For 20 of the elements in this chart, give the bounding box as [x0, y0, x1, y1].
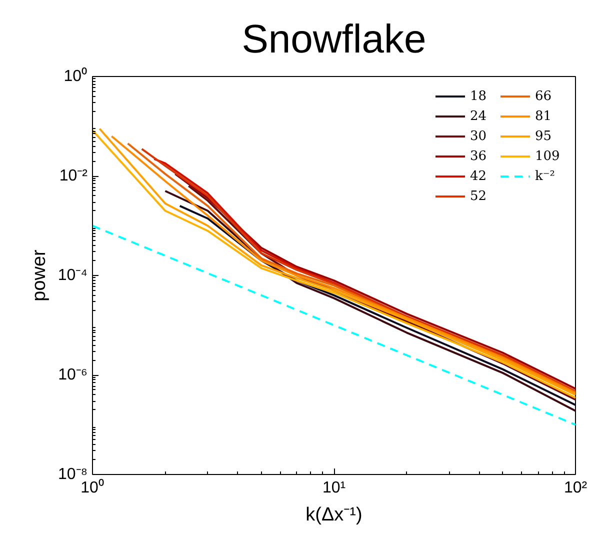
legend-label: 81: [535, 108, 553, 124]
legend-label: 109: [535, 148, 561, 164]
legend-label: 95: [535, 128, 553, 144]
legend-label: 42: [470, 168, 488, 184]
legend-label: 66: [535, 88, 553, 104]
y-axis-title: power: [28, 248, 50, 302]
y-tick-label: 10⁰: [64, 67, 88, 85]
legend-label: 18: [470, 88, 488, 104]
legend-label: 24: [470, 108, 488, 124]
x-tick-label: 10²: [564, 480, 588, 496]
legend-label: 30: [470, 128, 488, 144]
y-tick-label: 10⁻⁶: [58, 366, 88, 384]
x-axis-title: k(Δx⁻¹): [306, 504, 362, 526]
x-tick-label: 10¹: [322, 480, 346, 496]
legend-label: k⁻²: [535, 168, 556, 184]
y-tick-label: 10⁻⁴: [58, 267, 88, 284]
y-tick-label: 10⁻²: [59, 168, 88, 184]
chart-title: Snowflake: [242, 18, 426, 62]
legend-label: 52: [470, 188, 488, 204]
legend-label: 36: [470, 148, 488, 164]
